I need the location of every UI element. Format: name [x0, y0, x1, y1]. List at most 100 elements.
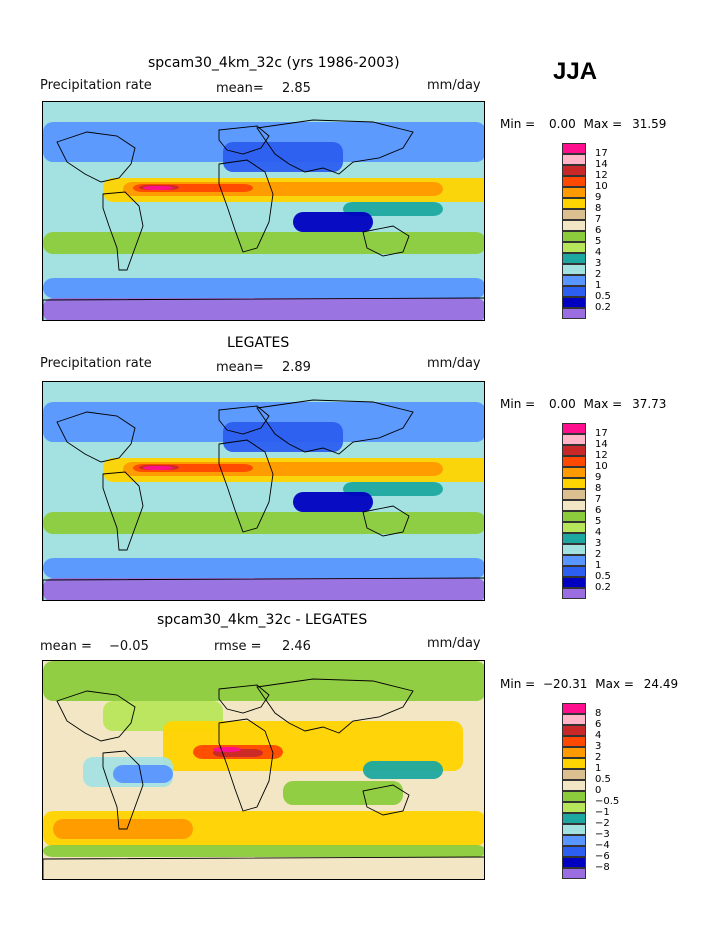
- colorbar-swatch: [562, 209, 586, 220]
- mean-label: mean =: [40, 639, 92, 654]
- colorbar-tick-label: −2: [595, 818, 610, 829]
- colorbar-tick-label: 0.5: [595, 571, 611, 582]
- colorbar-swatch: [562, 758, 586, 769]
- colorbar-swatch: [562, 286, 586, 297]
- panel-title: spcam30_4km_32c - LEGATES: [157, 612, 368, 628]
- colorbar-swatch: [562, 769, 586, 780]
- colorbar-swatch: [562, 588, 586, 599]
- colorbar-swatch: [562, 747, 586, 758]
- colorbar-tick-label: 12: [595, 450, 608, 461]
- colorbar-tick-label: 2: [595, 752, 602, 763]
- variable-label: Precipitation rate: [40, 78, 152, 93]
- colorbar-tick-label: −0.5: [595, 796, 620, 807]
- variable-label: Precipitation rate: [40, 356, 152, 371]
- colorbar-swatch: [562, 868, 586, 879]
- colorbar-swatch: [562, 297, 586, 308]
- colorbar-swatch: [562, 489, 586, 500]
- max-value: 31.59: [632, 117, 667, 131]
- colorbar-swatch: [562, 264, 586, 275]
- colorbar-tick-label: 0.2: [595, 302, 611, 313]
- colorbar-swatch: [562, 445, 586, 456]
- colorbar-tick-label: 4: [595, 527, 602, 538]
- colorbar-swatch: [562, 791, 586, 802]
- max-value: 37.73: [632, 397, 667, 411]
- colorbar-swatch: [562, 703, 586, 714]
- colorbar-swatch: [562, 500, 586, 511]
- precip-map: [42, 381, 485, 601]
- min-value: 0.00: [549, 117, 576, 131]
- colorbar-swatch: [562, 802, 586, 813]
- difference-map: [42, 660, 485, 880]
- min-label: Min =: [500, 677, 536, 691]
- colorbar-tick-label: 1: [595, 763, 602, 774]
- colorbar-tick-label: 17: [595, 148, 608, 159]
- units-label: mm/day: [427, 636, 481, 651]
- mean-value: −0.05: [109, 639, 149, 654]
- colorbar-tick-label: 9: [595, 192, 602, 203]
- colorbar-swatch: [562, 725, 586, 736]
- colorbar-tick-label: 3: [595, 538, 602, 549]
- colorbar-tick-label: 8: [595, 203, 602, 214]
- colorbar-tick-label: 5: [595, 516, 602, 527]
- max-value: 24.49: [643, 677, 679, 691]
- panel-title: LEGATES: [227, 335, 290, 351]
- colorbar-swatch: [562, 478, 586, 489]
- min-max-readout: Min = 0.00 Max = 37.73: [500, 397, 666, 411]
- panel-title: spcam30_4km_32c (yrs 1986-2003): [148, 55, 400, 71]
- colorbar-swatch: [562, 143, 586, 154]
- colorbar-tick-label: 1: [595, 560, 602, 571]
- colorbar-tick-label: 7: [595, 214, 602, 225]
- colorbar-swatch: [562, 780, 586, 791]
- colorbar: 17 14 12 10 9 8 7 6 5 4 3 2 1 0.5 0.2: [562, 423, 611, 599]
- colorbar-tick-label: 5: [595, 236, 602, 247]
- colorbar-swatch: [562, 714, 586, 725]
- colorbar-tick-label: −3: [595, 829, 610, 840]
- colorbar-tick-label: 6: [595, 719, 602, 730]
- colorbar-tick-label: 8: [595, 483, 602, 494]
- colorbar-tick-label: 14: [595, 439, 608, 450]
- colorbar-swatch: [562, 533, 586, 544]
- colorbar-tick-label: 14: [595, 159, 608, 170]
- season-label: JJA: [553, 58, 598, 85]
- colorbar-swatch: [562, 423, 586, 434]
- min-value: −20.31: [543, 677, 588, 691]
- colorbar-tick-label: 6: [595, 505, 602, 516]
- colorbar-swatch: [562, 511, 586, 522]
- colorbar-tick-label: 0.2: [595, 582, 611, 593]
- mean-value: 2.85: [282, 81, 311, 96]
- colorbar-swatch: [562, 813, 586, 824]
- units-label: mm/day: [427, 356, 481, 371]
- colorbar-tick-label: 3: [595, 741, 602, 752]
- colorbar-tick-label: 10: [595, 461, 608, 472]
- min-value: 0.00: [549, 397, 576, 411]
- mean-label: mean=: [216, 81, 264, 96]
- colorbar-tick-label: 1: [595, 280, 602, 291]
- colorbar-tick-label: 0.5: [595, 774, 611, 785]
- rmse-label: rmse =: [214, 639, 262, 654]
- colorbar-tick-label: 4: [595, 247, 602, 258]
- colorbar-tick-label: 2: [595, 549, 602, 560]
- colorbar-tick-label: 10: [595, 181, 608, 192]
- colorbar-swatch: [562, 835, 586, 846]
- colorbar-swatch: [562, 231, 586, 242]
- rmse-value: 2.46: [282, 639, 311, 654]
- mean-value: 2.89: [282, 360, 311, 375]
- colorbar-tick-label: 6: [595, 225, 602, 236]
- colorbar-swatch: [562, 176, 586, 187]
- max-label: Max =: [583, 117, 623, 131]
- units-label: mm/day: [427, 78, 481, 93]
- colorbar-swatch: [562, 555, 586, 566]
- colorbar-swatch: [562, 522, 586, 533]
- colorbar-swatch: [562, 736, 586, 747]
- colorbar-swatch: [562, 544, 586, 555]
- colorbar-tick-label: 0: [595, 785, 602, 796]
- colorbar-swatch: [562, 198, 586, 209]
- colorbar-swatch: [562, 275, 586, 286]
- colorbar-swatch: [562, 824, 586, 835]
- colorbar-swatch: [562, 165, 586, 176]
- colorbar-swatch: [562, 577, 586, 588]
- colorbar: 17 14 12 10 9 8 7 6 5 4 3 2 1 0.5 0.2: [562, 143, 611, 319]
- colorbar-swatch: [562, 456, 586, 467]
- colorbar-tick-label: −8: [595, 862, 610, 873]
- colorbar-tick-label: 4: [595, 730, 602, 741]
